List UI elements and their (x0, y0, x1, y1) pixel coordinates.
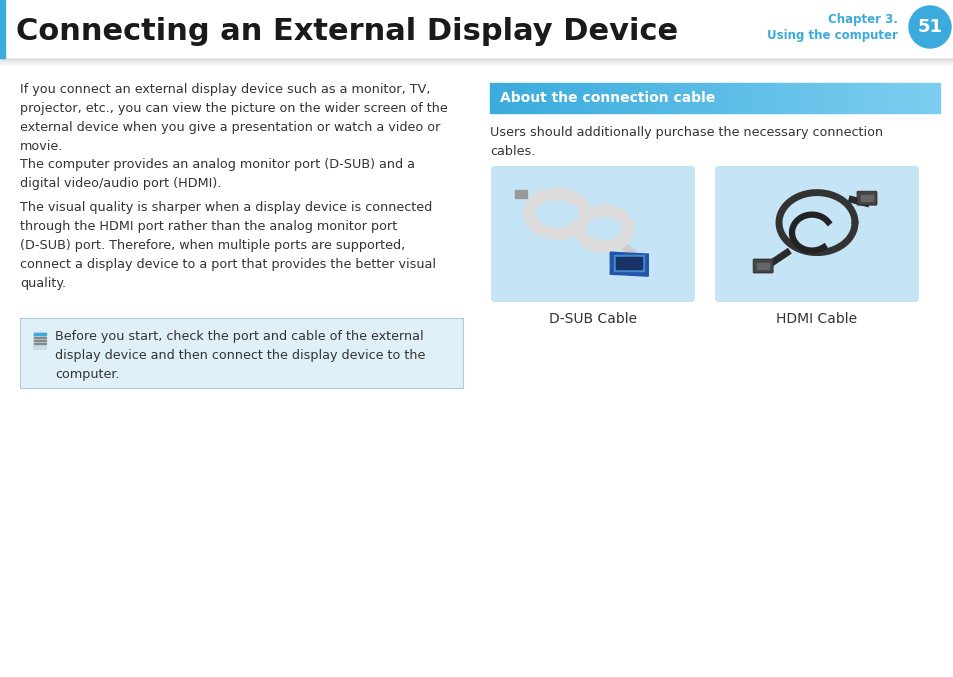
Bar (684, 83, 692, 113)
Bar (0, 0, 5, 58)
Bar (872, 83, 880, 113)
Bar (661, 83, 670, 113)
Bar (692, 83, 700, 113)
Polygon shape (610, 252, 648, 276)
Bar (632, 83, 639, 113)
Bar (744, 83, 752, 113)
Text: If you connect an external display device such as a monitor, TV,
projector, etc.: If you connect an external display devic… (20, 83, 447, 153)
Text: Chapter 3.: Chapter 3. (827, 12, 897, 26)
Bar (841, 83, 850, 113)
FancyBboxPatch shape (20, 318, 462, 388)
Text: HDMI Cable: HDMI Cable (776, 312, 857, 326)
Bar (0, 62, 953, 63)
Bar (700, 83, 707, 113)
Bar (849, 83, 857, 113)
Text: The visual quality is sharper when a display device is connected
through the HDM: The visual quality is sharper when a dis… (20, 201, 436, 290)
Bar (550, 83, 558, 113)
Bar (655, 83, 662, 113)
Bar (624, 83, 633, 113)
Bar (527, 83, 535, 113)
Bar (609, 83, 618, 113)
Bar (752, 83, 760, 113)
Bar (34, 337, 46, 338)
Bar (902, 83, 909, 113)
Bar (34, 340, 46, 341)
Bar (826, 83, 835, 113)
Bar (834, 83, 842, 113)
Bar (616, 257, 641, 269)
Bar (34, 333, 46, 335)
Bar (721, 83, 730, 113)
Text: Connecting an External Display Device: Connecting an External Display Device (16, 16, 678, 45)
Bar (602, 83, 610, 113)
Bar (774, 83, 782, 113)
Text: The computer provides an analog monitor port (D-SUB) and a
digital video/audio p: The computer provides an analog monitor … (20, 158, 415, 190)
Bar (781, 83, 790, 113)
Bar (542, 83, 550, 113)
Circle shape (908, 6, 950, 48)
Bar (0, 61, 953, 62)
Bar (820, 83, 827, 113)
Bar (647, 83, 655, 113)
Bar (797, 83, 804, 113)
Bar (519, 83, 527, 113)
FancyBboxPatch shape (714, 166, 918, 302)
Bar (0, 60, 953, 61)
Bar (886, 83, 895, 113)
Bar (557, 83, 565, 113)
Bar (917, 83, 924, 113)
Bar (757, 263, 768, 269)
Text: About the connection cable: About the connection cable (499, 91, 715, 105)
Text: 51: 51 (917, 18, 942, 36)
Bar (861, 195, 872, 201)
Bar (767, 83, 775, 113)
FancyBboxPatch shape (752, 259, 772, 273)
Bar (804, 83, 812, 113)
Bar (0, 58, 953, 59)
Bar (677, 83, 685, 113)
Bar (0, 59, 953, 60)
FancyBboxPatch shape (491, 166, 695, 302)
Bar (497, 83, 505, 113)
Bar (714, 83, 722, 113)
Bar (34, 343, 46, 344)
Bar (924, 83, 932, 113)
Bar (614, 255, 643, 271)
Bar (812, 83, 820, 113)
FancyBboxPatch shape (856, 191, 876, 205)
Bar (587, 83, 595, 113)
Text: D-SUB Cable: D-SUB Cable (548, 312, 637, 326)
Bar (737, 83, 744, 113)
Bar (617, 83, 625, 113)
Bar (595, 83, 602, 113)
Bar (512, 83, 520, 113)
Text: Before you start, check the port and cable of the external
display device and th: Before you start, check the port and cab… (55, 330, 425, 381)
Bar (760, 83, 767, 113)
Bar (579, 83, 587, 113)
Text: Users should additionally purchase the necessary connection
cables.: Users should additionally purchase the n… (490, 126, 882, 158)
Bar (669, 83, 678, 113)
Bar (879, 83, 887, 113)
Bar (864, 83, 872, 113)
Bar (33, 332, 47, 350)
Bar (0, 63, 953, 64)
Bar (535, 83, 542, 113)
Text: Using the computer: Using the computer (766, 28, 897, 41)
Bar (515, 190, 526, 198)
Bar (572, 83, 579, 113)
Bar (707, 83, 715, 113)
Bar (909, 83, 917, 113)
Bar (789, 83, 797, 113)
Bar (894, 83, 902, 113)
Bar (729, 83, 738, 113)
Bar (931, 83, 940, 113)
Bar (564, 83, 573, 113)
Bar (857, 83, 864, 113)
Bar (0, 0, 953, 58)
Bar (639, 83, 647, 113)
Bar (504, 83, 513, 113)
Bar (490, 83, 497, 113)
Bar (0, 64, 953, 65)
